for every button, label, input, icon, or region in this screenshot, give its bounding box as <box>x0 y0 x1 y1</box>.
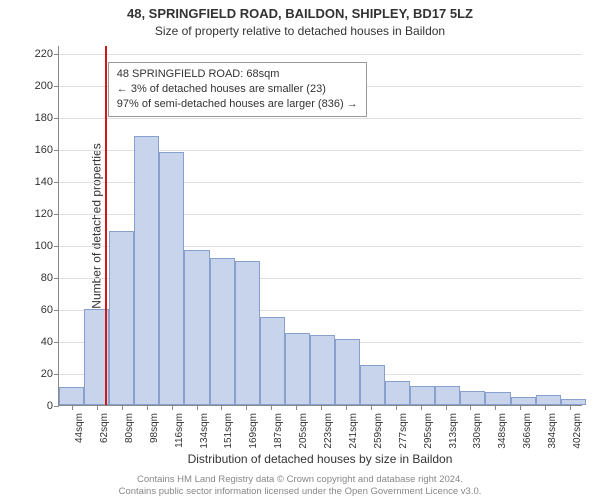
gridline <box>59 118 582 119</box>
xtick-label: 295sqm <box>423 413 434 449</box>
plot-area: 02040608010012014016018020022044sqm62sqm… <box>58 46 582 406</box>
reference-line <box>105 46 107 405</box>
xtick-mark <box>97 405 98 410</box>
histogram-bar <box>410 386 435 405</box>
histogram-bar <box>485 392 510 405</box>
histogram-bar <box>184 250 209 405</box>
xtick-mark <box>122 405 123 410</box>
annotation-box: 48 SPRINGFIELD ROAD: 68sqm← 3% of detach… <box>108 62 367 117</box>
ytick-label: 60 <box>41 304 59 316</box>
footer-line1: Contains HM Land Registry data © Crown c… <box>0 474 600 486</box>
histogram-bar <box>385 381 410 405</box>
xtick-label: 384sqm <box>547 413 558 449</box>
histogram-bar <box>511 397 536 405</box>
xtick-mark <box>296 405 297 410</box>
footer-attribution: Contains HM Land Registry data © Crown c… <box>0 474 600 498</box>
xtick-label: 116sqm <box>174 413 185 448</box>
xtick-label: 241sqm <box>348 413 359 449</box>
histogram-bar <box>360 365 385 405</box>
histogram-bar <box>260 317 285 405</box>
ytick-label: 220 <box>35 48 59 60</box>
annotation-line: 48 SPRINGFIELD ROAD: 68sqm <box>117 67 358 82</box>
gridline <box>59 54 582 55</box>
xtick-mark <box>520 405 521 410</box>
chart-container: 48, SPRINGFIELD ROAD, BAILDON, SHIPLEY, … <box>0 0 600 500</box>
histogram-bar <box>335 339 360 405</box>
xtick-mark <box>446 405 447 410</box>
xtick-label: 366sqm <box>522 413 533 449</box>
histogram-bar <box>134 136 159 405</box>
y-axis-label-wrap: Number of detached properties <box>14 46 28 406</box>
xtick-mark <box>470 405 471 410</box>
ytick-label: 100 <box>35 240 59 252</box>
ytick-label: 160 <box>35 144 59 156</box>
histogram-bar <box>235 261 260 405</box>
chart-title-main: 48, SPRINGFIELD ROAD, BAILDON, SHIPLEY, … <box>0 6 600 21</box>
ytick-label: 180 <box>35 112 59 124</box>
xtick-label: 205sqm <box>298 413 309 449</box>
xtick-label: 98sqm <box>149 413 160 443</box>
xtick-mark <box>396 405 397 410</box>
xtick-mark <box>172 405 173 410</box>
histogram-bar <box>536 395 561 405</box>
ytick-label: 200 <box>35 80 59 92</box>
histogram-bar <box>210 258 235 405</box>
xtick-label: 330sqm <box>472 413 483 449</box>
ytick-label: 140 <box>35 176 59 188</box>
xtick-mark <box>346 405 347 410</box>
xtick-label: 277sqm <box>398 413 409 449</box>
ytick-label: 0 <box>47 400 59 412</box>
xtick-label: 151sqm <box>223 413 234 449</box>
annotation-line: 97% of semi-detached houses are larger (… <box>117 97 358 112</box>
xtick-mark <box>72 405 73 410</box>
xtick-label: 402sqm <box>572 413 583 449</box>
xtick-mark <box>246 405 247 410</box>
xtick-mark <box>147 405 148 410</box>
xtick-label: 348sqm <box>497 413 508 449</box>
histogram-bar <box>285 333 310 405</box>
xtick-label: 134sqm <box>199 413 210 449</box>
xtick-label: 80sqm <box>124 413 135 443</box>
ytick-label: 20 <box>41 368 59 380</box>
xtick-label: 62sqm <box>99 413 110 443</box>
xtick-mark <box>545 405 546 410</box>
xtick-mark <box>421 405 422 410</box>
chart-title-sub: Size of property relative to detached ho… <box>0 24 600 38</box>
xtick-mark <box>570 405 571 410</box>
xtick-mark <box>271 405 272 410</box>
annotation-line: ← 3% of detached houses are smaller (23) <box>117 82 358 97</box>
xtick-label: 259sqm <box>373 413 384 449</box>
xtick-label: 169sqm <box>248 413 259 449</box>
xtick-mark <box>495 405 496 410</box>
xtick-label: 223sqm <box>323 413 334 449</box>
ytick-label: 120 <box>35 208 59 220</box>
histogram-bar <box>59 387 84 405</box>
x-axis-label: Distribution of detached houses by size … <box>58 452 582 466</box>
xtick-mark <box>371 405 372 410</box>
xtick-mark <box>197 405 198 410</box>
histogram-bar <box>435 386 460 405</box>
xtick-label: 313sqm <box>448 413 459 449</box>
histogram-bar <box>310 335 335 405</box>
histogram-bar <box>460 391 485 405</box>
histogram-bar <box>109 231 134 405</box>
histogram-bar <box>561 399 586 405</box>
xtick-mark <box>221 405 222 410</box>
xtick-label: 187sqm <box>273 413 284 449</box>
histogram-bar <box>159 152 184 405</box>
xtick-label: 44sqm <box>74 413 85 443</box>
xtick-mark <box>321 405 322 410</box>
ytick-label: 80 <box>41 272 59 284</box>
footer-line2: Contains public sector information licen… <box>0 486 600 498</box>
ytick-label: 40 <box>41 336 59 348</box>
